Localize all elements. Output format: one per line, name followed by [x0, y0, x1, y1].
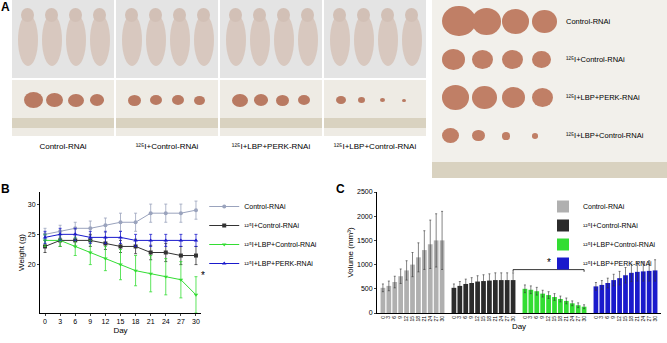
svg-text:¹²⁵I+LBP+PERK-RNAi: ¹²⁵I+LBP+PERK-RNAi: [583, 260, 652, 267]
html-text:¹²⁵I+Control-RNAi: ¹²⁵I+Control-RNAi: [135, 142, 199, 151]
svg-text:18: 18: [132, 318, 140, 325]
svg-text:21: 21: [563, 316, 569, 322]
svg-text:21: 21: [421, 316, 427, 322]
svg-text:9: 9: [88, 318, 92, 325]
svg-text:0: 0: [380, 316, 386, 319]
svg-text:15: 15: [480, 316, 486, 322]
html-text:Control-RNAi: Control-RNAi: [566, 17, 611, 26]
svg-text:18: 18: [415, 316, 421, 322]
svg-text:6: 6: [73, 318, 77, 325]
svg-text:3: 3: [598, 316, 604, 319]
svg-text:18: 18: [557, 316, 563, 322]
svg-text:¹²⁵I+LBP+Control-RNAi: ¹²⁵I+LBP+Control-RNAi: [244, 241, 317, 248]
svg-text:30: 30: [510, 316, 516, 322]
svg-text:30: 30: [192, 318, 200, 325]
svg-text:15: 15: [117, 318, 125, 325]
html-text:A: A: [1, 0, 10, 14]
svg-text:Control-RNAi: Control-RNAi: [583, 203, 625, 210]
svg-text:9: 9: [468, 316, 474, 319]
svg-text:1500: 1500: [357, 237, 373, 244]
svg-text:27: 27: [504, 316, 510, 322]
svg-text:24: 24: [498, 316, 504, 322]
svg-text:3: 3: [456, 316, 462, 319]
html-text:C: C: [336, 182, 345, 196]
html-text:¹²⁵I+LBP+PERK-RNAi: ¹²⁵I+LBP+PERK-RNAi: [566, 93, 640, 102]
svg-text:¹²⁵I+Control-RNAi: ¹²⁵I+Control-RNAi: [583, 222, 638, 229]
svg-text:0: 0: [593, 316, 599, 319]
svg-text:15: 15: [622, 316, 628, 322]
svg-text:Control-RNAi: Control-RNAi: [244, 203, 286, 210]
svg-text:24: 24: [427, 316, 433, 322]
svg-text:2000: 2000: [357, 213, 373, 220]
svg-text:18: 18: [486, 316, 492, 322]
svg-text:15: 15: [551, 316, 557, 322]
svg-text:27: 27: [177, 318, 185, 325]
svg-text:12: 12: [403, 316, 409, 322]
html-text:¹²⁵I+LBP+Control-RNAi: ¹²⁵I+LBP+Control-RNAi: [566, 131, 644, 140]
html-text:¹²⁵I+Control-RNAi: ¹²⁵I+Control-RNAi: [566, 55, 625, 64]
svg-text:2500: 2500: [357, 188, 373, 195]
svg-text:27: 27: [575, 316, 581, 322]
svg-text:30: 30: [28, 201, 36, 208]
svg-text:27: 27: [433, 316, 439, 322]
svg-text:6: 6: [604, 316, 610, 319]
svg-text:18: 18: [628, 316, 634, 322]
svg-text:9: 9: [539, 316, 545, 319]
svg-text:24: 24: [640, 316, 646, 322]
svg-text:3: 3: [527, 316, 533, 319]
svg-text:*: *: [547, 257, 551, 268]
svg-text:3: 3: [385, 316, 391, 319]
svg-text:21: 21: [492, 316, 498, 322]
svg-text:0: 0: [522, 316, 528, 319]
svg-text:15: 15: [409, 316, 415, 322]
svg-text:¹²⁵I+Control-RNAi: ¹²⁵I+Control-RNAi: [244, 222, 299, 229]
svg-text:¹²⁵I+LBP+Control-RNAi: ¹²⁵I+LBP+Control-RNAi: [583, 241, 656, 248]
svg-text:9: 9: [610, 316, 616, 319]
svg-text:Volume (mm³): Volume (mm³): [346, 227, 355, 278]
svg-text:Day: Day: [512, 322, 526, 331]
svg-text:12: 12: [545, 316, 551, 322]
svg-text:30: 30: [652, 316, 658, 322]
svg-text:1000: 1000: [357, 261, 373, 268]
svg-text:9: 9: [397, 316, 403, 319]
svg-text:24: 24: [569, 316, 575, 322]
svg-text:12: 12: [616, 316, 622, 322]
svg-text:25: 25: [28, 231, 36, 238]
svg-text:30: 30: [439, 316, 445, 322]
svg-text:0: 0: [369, 309, 373, 316]
svg-text:12: 12: [102, 318, 110, 325]
svg-text:21: 21: [634, 316, 640, 322]
svg-text:6: 6: [391, 316, 397, 319]
svg-text:27: 27: [646, 316, 652, 322]
svg-text:12: 12: [474, 316, 480, 322]
svg-text:500: 500: [361, 285, 373, 292]
svg-text:20: 20: [28, 261, 36, 268]
svg-text:0: 0: [43, 318, 47, 325]
svg-text:0: 0: [451, 316, 457, 319]
html-text:Control-RNAi: Control-RNAi: [39, 142, 87, 151]
html-text:¹²⁵I+LBP+Control-RNAi: ¹²⁵I+LBP+Control-RNAi: [333, 142, 417, 151]
html-text:¹²⁵I+LBP+PERK-RNAi: ¹²⁵I+LBP+PERK-RNAi: [231, 142, 311, 151]
svg-text:6: 6: [462, 316, 468, 319]
svg-text:Day: Day: [113, 326, 127, 335]
svg-text:6: 6: [533, 316, 539, 319]
svg-text:24: 24: [162, 318, 170, 325]
svg-text:*: *: [201, 270, 205, 281]
svg-text:3: 3: [58, 318, 62, 325]
svg-text:¹²⁵I+LBP+PERK-RNAi: ¹²⁵I+LBP+PERK-RNAi: [244, 260, 313, 267]
svg-text:21: 21: [147, 318, 155, 325]
svg-text:Weight (g): Weight (g): [17, 234, 26, 271]
svg-text:30: 30: [581, 316, 587, 322]
html-text:B: B: [1, 182, 10, 196]
